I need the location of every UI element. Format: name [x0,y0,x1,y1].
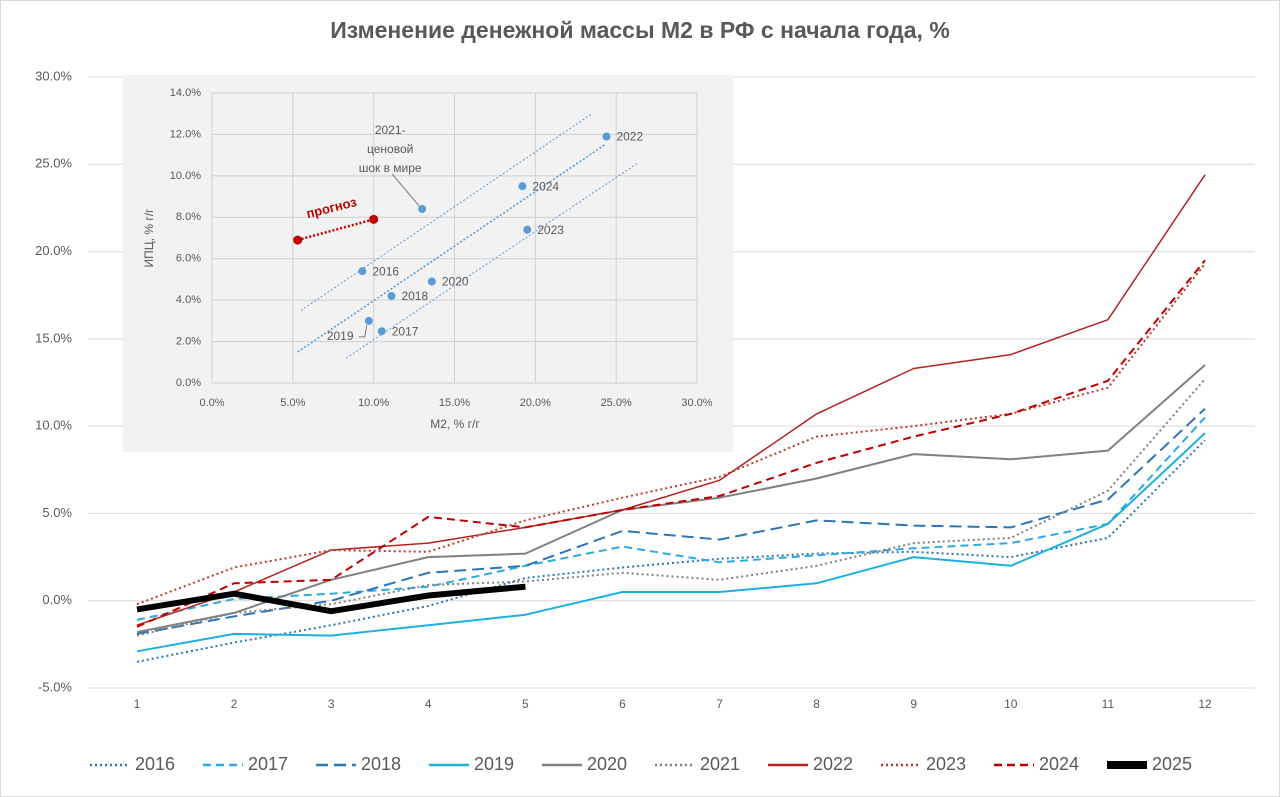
annotation: шок в мире [359,161,422,175]
x-tick-label: 4 [425,697,432,711]
y-tick-label: 4.0% [176,294,201,306]
y-tick-label: 25.0% [35,156,72,171]
x-tick-label: 5.0% [280,397,305,409]
point-label: 2017 [392,324,419,338]
x-tick-label: 7 [716,697,723,711]
legend-label: 2024 [1039,754,1079,774]
x-tick-label: 15.0% [439,397,470,409]
x-tick-label: 2 [231,697,238,711]
x-tick-label: 12 [1198,697,1212,711]
series-line [136,439,1206,663]
series-line [136,416,1206,621]
scatter-point [364,316,373,325]
series-line [136,583,526,615]
y-tick-label: 15.0% [35,330,72,345]
x-tick-label: 1 [134,697,141,711]
trend-line [297,144,606,353]
legend-label: 2022 [813,754,853,774]
scatter-point [358,267,367,276]
y-tick-label: 0.0% [42,592,72,607]
forecast-line [297,218,374,242]
point-label: 2018 [401,289,428,303]
leader-line [358,324,368,338]
x-tick-label: 30.0% [681,397,712,409]
y-tick-label: 5.0% [42,505,72,520]
chart-title: Изменение денежной массы М2 в РФ с начал… [330,17,950,43]
x-tick-label: 10 [1004,697,1018,711]
x-tick-label: 25.0% [601,397,632,409]
series-line [136,174,1206,626]
point-label: 2016 [372,264,399,278]
y-tick-label: 2.0% [176,335,201,347]
x-tick-label: 0.0% [199,397,224,409]
x-tick-label: 10.0% [358,397,389,409]
scatter-point [418,205,427,213]
y-tick-label: 30.0% [35,68,72,83]
series-line [136,259,1206,628]
x-axis-title: М2, % г/г [430,417,480,431]
x-tick-label: 6 [619,697,626,711]
inset-plot: 0.0% 2.0% 4.0% 6.0% 8.0% 10.0% 12.0% 14.0% 0.0% 5… [142,87,713,431]
y-tick-label: 12.0% [170,128,201,140]
point-label: 2022 [616,130,643,144]
x-tick-label: 5 [522,697,529,711]
legend-label: 2016 [135,754,175,774]
point-label: 2020 [442,275,469,289]
y-tick-label: 8.0% [176,211,201,223]
scatter-point [387,292,396,300]
legend-label: 2017 [248,754,288,774]
point-label: 2023 [537,223,564,237]
series-line [136,432,1206,653]
scatter-point [518,182,527,191]
annotation: 2021- [375,123,406,137]
legend-label: 2019 [474,754,514,774]
leader-line [391,173,420,207]
y-tick-label: 6.0% [176,253,201,265]
forecast-point [369,214,379,224]
x-tick-label: 9 [910,697,917,711]
forecast-point [293,235,303,245]
legend-label: 2025 [1152,754,1192,774]
point-label: 2019 [327,329,354,343]
legend-label: 2020 [587,754,627,774]
y-tick-label: 0.0% [176,377,201,389]
point-label: 2024 [532,179,559,193]
x-tick-label: 20.0% [520,397,551,409]
scatter-point [377,327,386,336]
y-tick-label: 10.0% [35,418,72,433]
y-tick-label: -5.0% [38,679,72,694]
legend-label: 2023 [926,754,966,774]
y-tick-label: 10.0% [170,170,201,182]
series-line [136,407,1206,635]
y-tick-label: 20.0% [35,243,72,258]
scatter-point [602,132,611,141]
trend-line [300,113,593,311]
legend-label: 2021 [700,754,740,774]
scatter-point [523,225,532,234]
series-line [136,263,1206,606]
y-tick-label: 14.0% [170,87,201,99]
main-plot: -5.0%0.0%5.0%10.0%15.0%20.0%25.0%30.0%1 2… [35,68,1255,774]
legend-label: 2018 [361,754,401,774]
annotation: ценовой [367,142,413,156]
scatter-point [427,277,436,286]
x-tick-label: 3 [328,697,335,711]
x-tick-label: 8 [813,697,820,711]
y-axis-title: ИПЦ, % г/г [142,208,156,268]
x-tick-label: 11 [1102,697,1115,711]
